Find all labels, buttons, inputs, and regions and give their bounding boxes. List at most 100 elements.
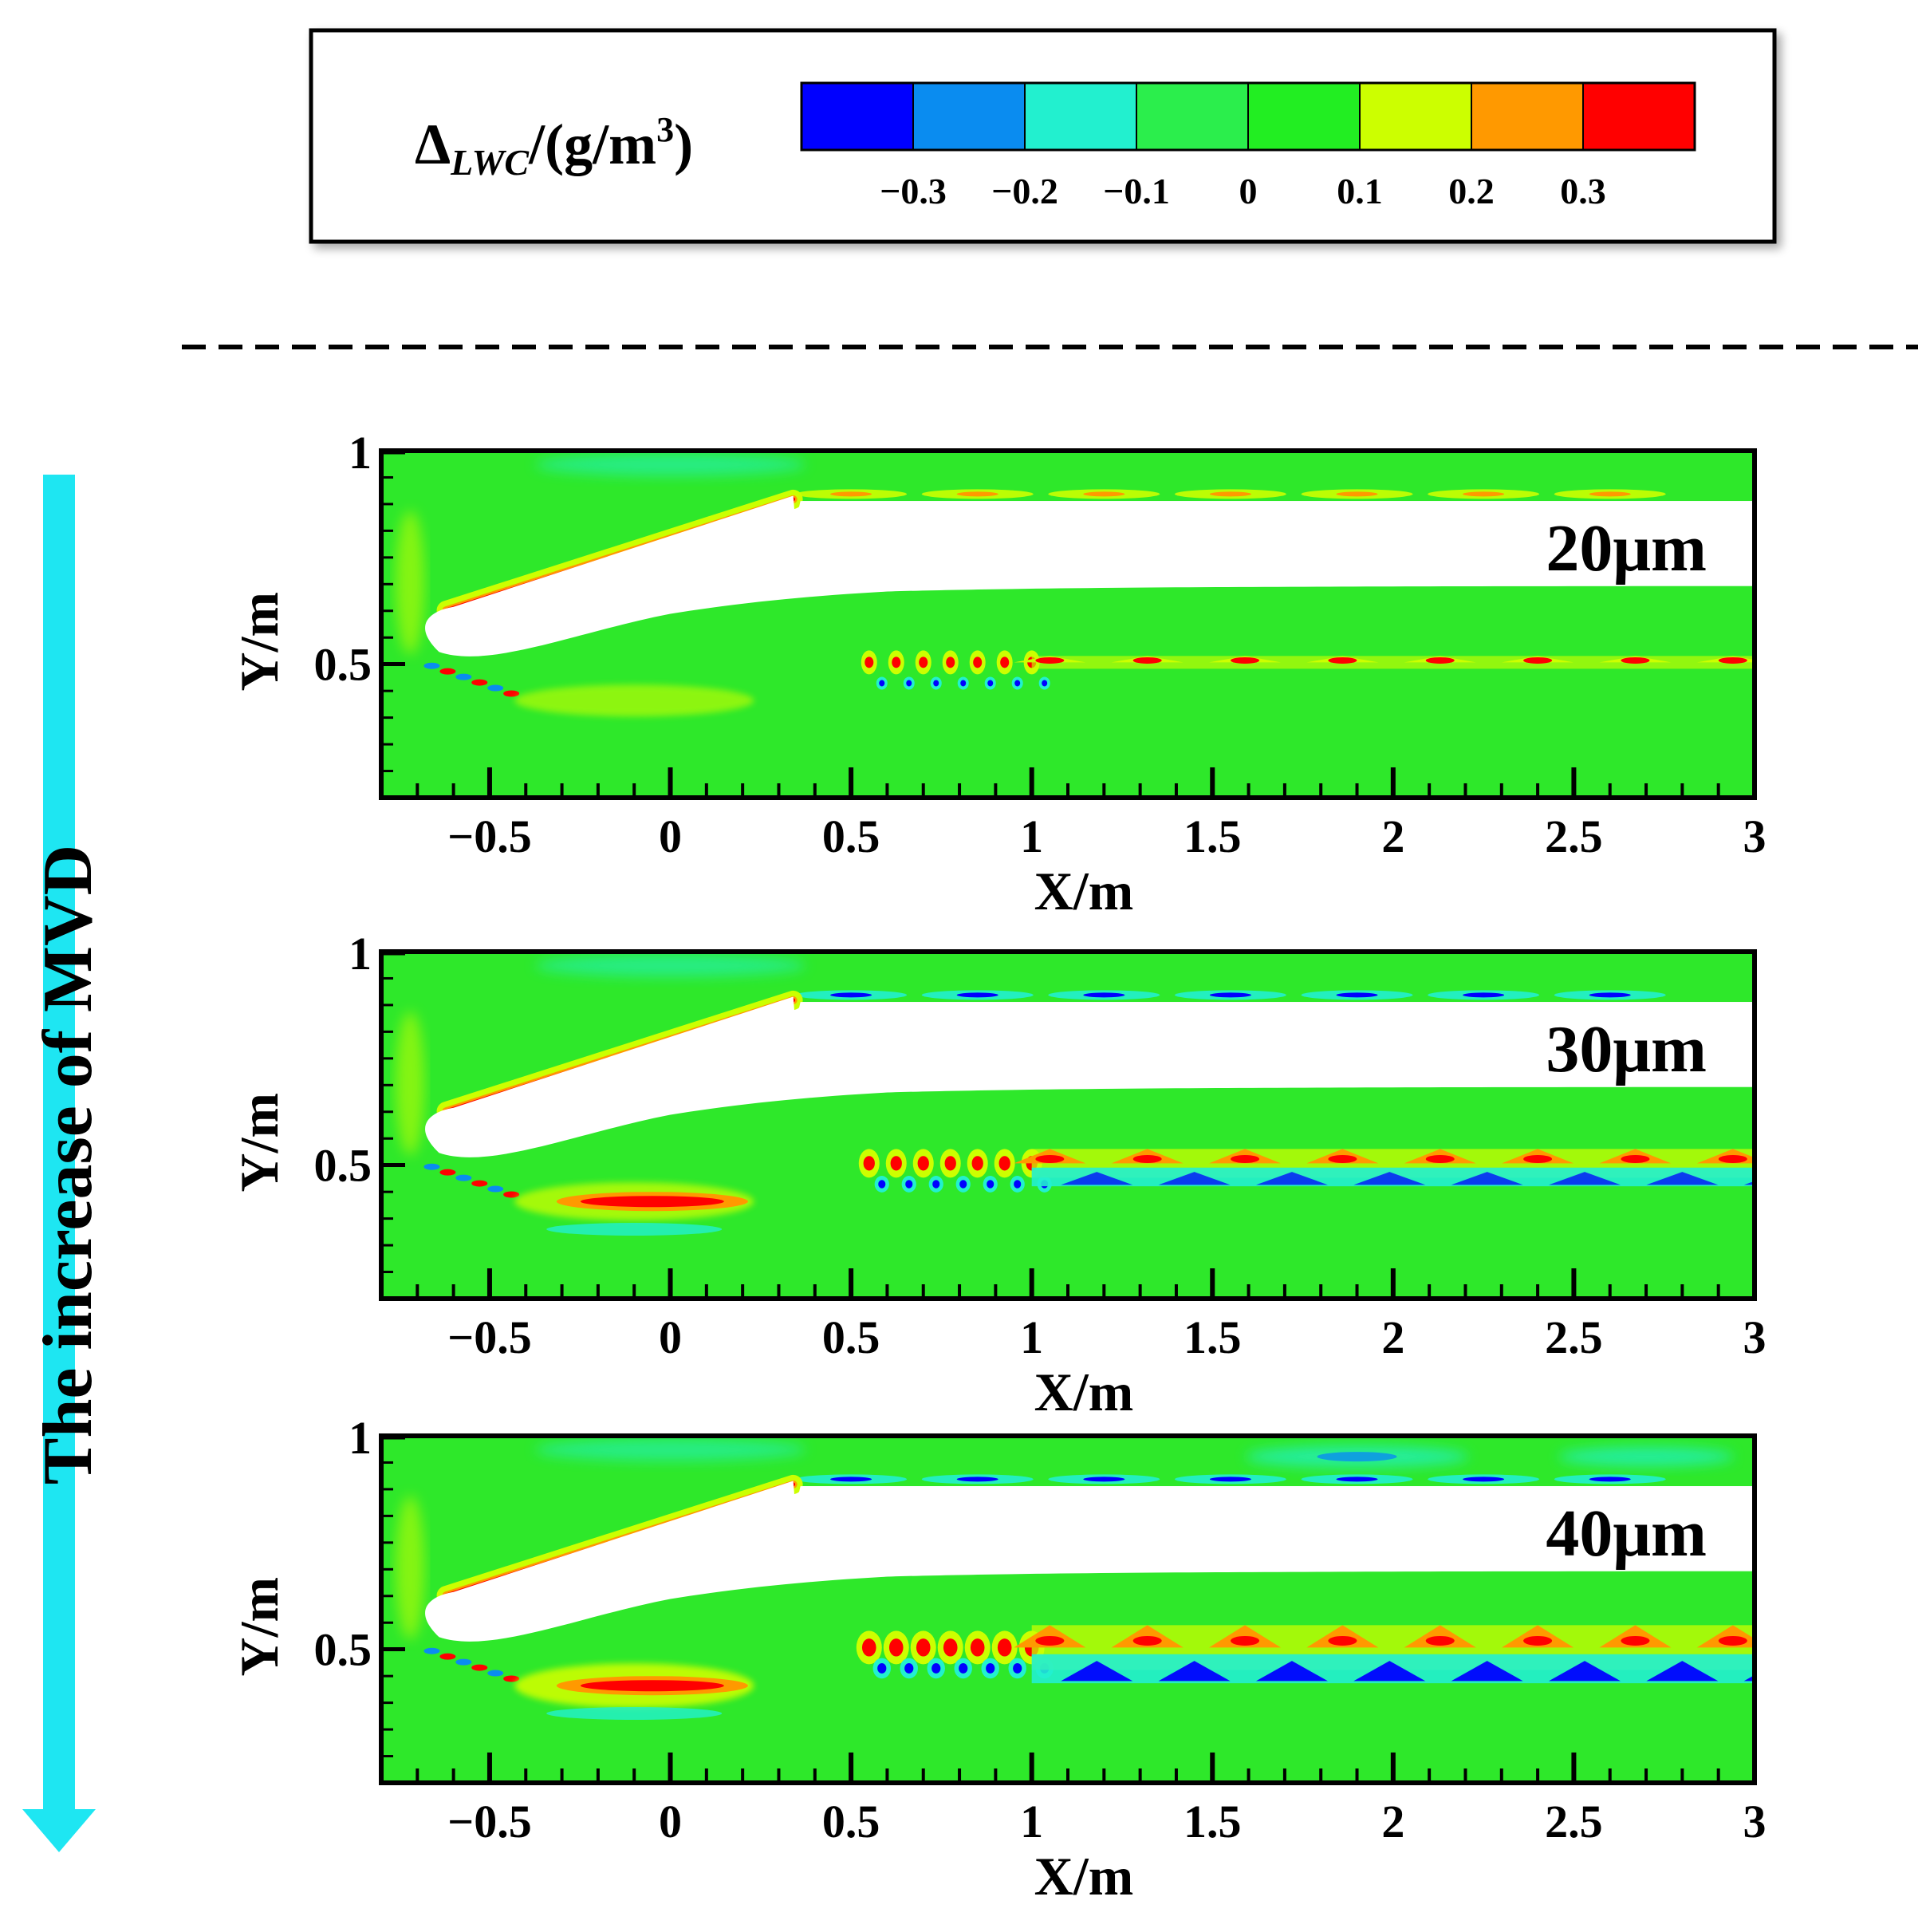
colorbar-level [912,82,1026,151]
colorbar-level [1471,82,1584,151]
y-tick-label: 1 [349,1412,372,1464]
y-tick-label: 0.5 [314,1624,372,1676]
field-blue-patch [1317,1452,1397,1462]
far-wake-trough [1549,1661,1621,1682]
wake-streak-core [956,491,998,497]
x-tick-label: 2.5 [1545,1796,1603,1847]
oscillation-cell-low-core [1014,1180,1022,1189]
far-wake-trough [1158,1661,1231,1682]
oscillation-cell-core [943,1638,958,1657]
trend-label: The increase of MVD [30,845,107,1484]
lower-edge-droplet [503,1675,520,1682]
oscillation-cell-low-core [877,1663,887,1674]
far-wake-crest-core [1132,1635,1162,1646]
x-tick-label: 0.5 [822,1311,880,1363]
far-wake-crest-core [1328,1154,1357,1163]
x-tick-label: 1.5 [1184,1311,1242,1363]
far-wake-trough [1255,1661,1328,1682]
y-tick-label: 1 [349,928,372,980]
mvd-size-label: 30μm [1546,1012,1707,1086]
lower-wake-red [580,1680,724,1692]
lower-wake-cyan [546,1223,723,1236]
oscillation-cell-low-core [879,680,885,687]
wake-streak-core [1336,992,1378,998]
oscillation-cell-low-core [932,1180,940,1189]
lower-edge-droplet [439,668,456,675]
far-wake-crest-core [1035,656,1065,664]
colorbar-level [1359,82,1472,151]
oscillation-cell-low-core [986,1663,995,1674]
field-cyan-patch [534,954,806,977]
colorbar-tick-label: 0 [1239,171,1258,211]
oscillation-cell-low-core [987,1180,995,1189]
far-wake-trough [1549,1172,1621,1185]
x-tick-label: 0 [659,1796,682,1847]
colorbar: −0.3 −0.2 −0.1 0 0.1 0.2 0.3 [800,81,1696,211]
far-wake-trough [1255,1172,1328,1185]
far-wake-trough [1646,1661,1719,1682]
oscillation-cell-core [890,1156,902,1171]
lower-edge-droplet [487,1185,504,1193]
contour-field [381,451,1755,798]
oscillation-cell-low-core [878,1180,886,1189]
y-axis-label: Y/m [229,1093,289,1193]
lower-edge-droplet [423,662,440,669]
oscillation-cell-core [919,656,928,668]
lower-edge-droplet [439,1653,456,1660]
lower-edge-droplet [487,684,504,692]
x-tick-label: 3 [1743,810,1766,862]
colorbar-legend: ΔLWC/(g/m3) −0.3 −0.2 −0.1 0 0.1 0.2 0.3 [309,28,1777,244]
airfoil-aft-body [778,1002,1755,1098]
colorbar-level [1582,82,1696,151]
x-tick-label: 2.5 [1545,810,1603,862]
leading-edge-wash [396,511,425,655]
far-wake-trough [1353,1172,1426,1185]
oscillation-cell-core [970,1638,985,1657]
colorbar-tick-label: 0.1 [1337,171,1383,211]
colorbar-level [1247,82,1361,151]
wake-streak-core [830,992,872,998]
oscillation-cell-low-core [959,1180,967,1189]
far-wake-crest-core [1328,656,1357,664]
field-cyan-patch [534,1438,806,1461]
colorbar-level [1136,82,1249,151]
arrow-head [22,1809,96,1852]
mvd-trend-arrow: The increase of MVD [22,475,107,1852]
oscillation-cell-core [997,1638,1012,1657]
y-tick-label: 0.5 [314,639,372,691]
wake-streak-core [830,491,872,497]
far-wake-trough [1451,1172,1523,1185]
x-tick-label: 3 [1743,1796,1766,1847]
oscillation-cell-core [916,1638,931,1657]
lower-edge-droplet [471,1180,488,1187]
wake-streak-core [1463,491,1505,497]
far-wake-trough [1353,1661,1426,1682]
x-tick-label: −0.5 [447,810,532,862]
oscillation-cell-core [1000,656,1010,668]
oscillation-cell-low-core [933,680,939,687]
x-tick-label: 2.5 [1545,1311,1603,1363]
x-tick-label: 1.5 [1184,810,1242,862]
lower-edge-droplet [503,1191,520,1198]
oscillation-cell-core [971,1156,983,1171]
airfoil-aft-body [778,1486,1755,1582]
contour-field [381,1436,1755,1783]
x-tick-label: 0.5 [822,810,880,862]
wake-streak-core [1209,992,1251,998]
field-cyan-patch [1558,1447,1735,1467]
lower-edge-droplet [487,1670,504,1677]
lower-edge-droplet [455,673,472,680]
y-axis-label: Y/m [229,1577,289,1677]
far-wake-trough [1743,1674,1755,1682]
wake-streak-core [1336,491,1378,497]
far-wake-crest-core [1132,1154,1162,1163]
x-tick-label: 1 [1020,1311,1043,1363]
mvd-size-label: 20μm [1546,511,1707,586]
oscillation-cell-core [973,656,983,668]
wake-streak-core [956,992,998,998]
lower-edge-droplet [455,1658,472,1666]
colorbar-level [1024,82,1137,151]
